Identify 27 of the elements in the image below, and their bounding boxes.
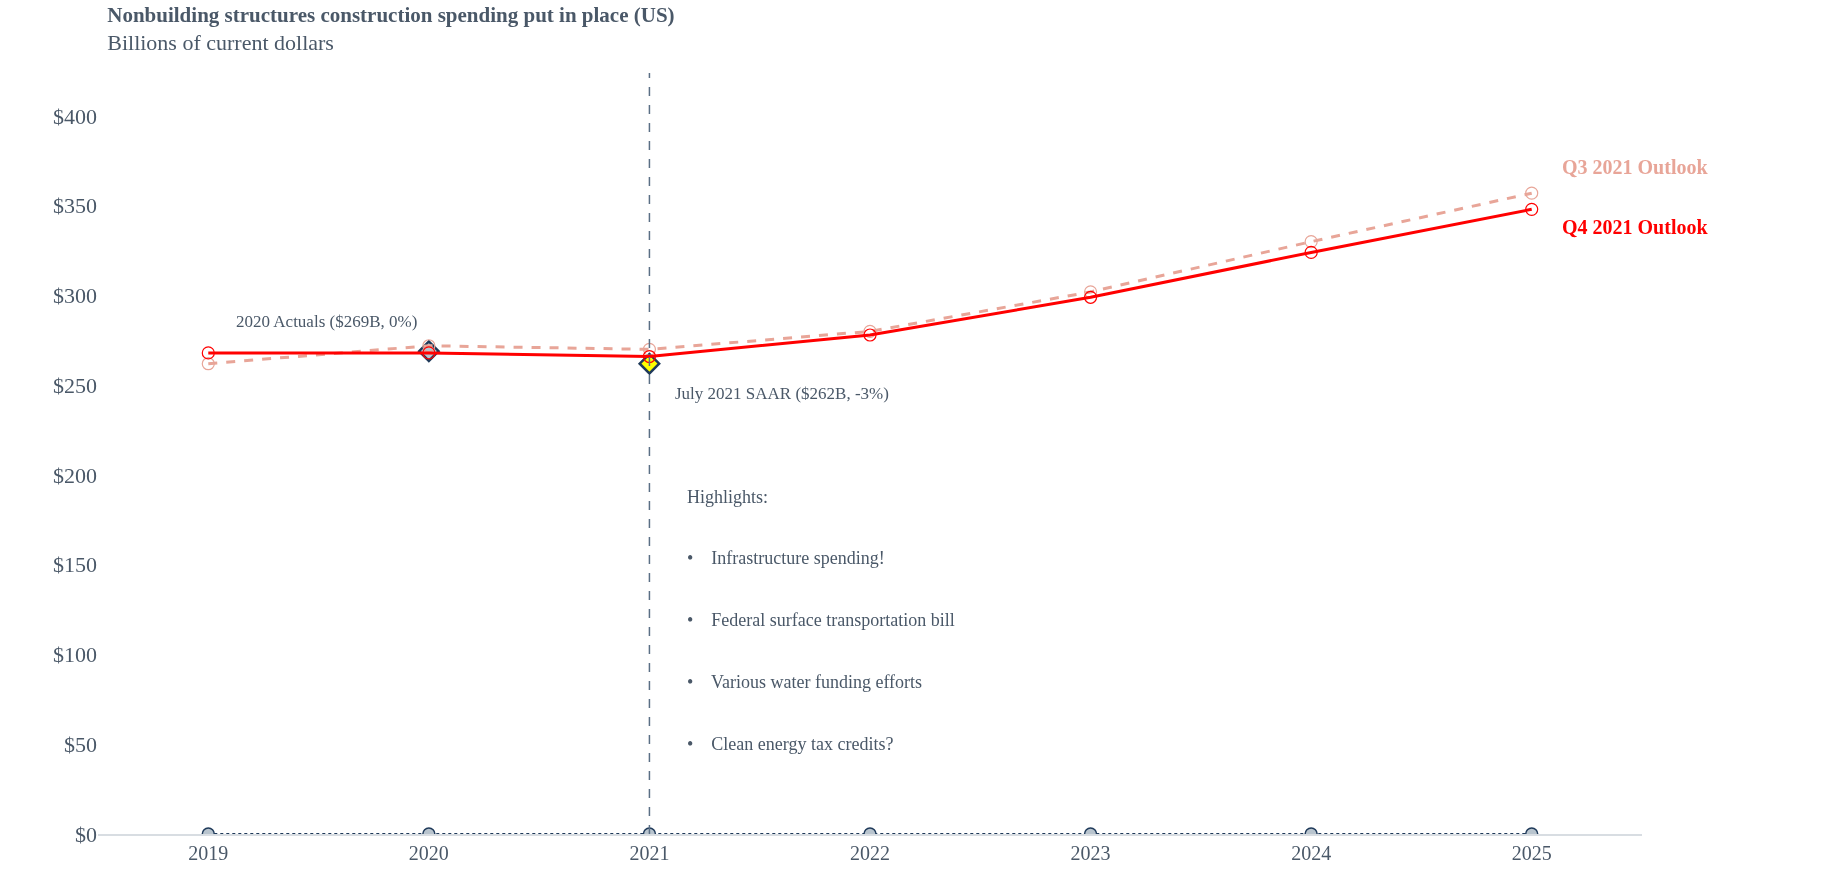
y-tick-label: $200 — [53, 462, 97, 488]
chart-title: Nonbuilding structures construction spending put in place (US) — [107, 3, 675, 28]
series-label: Q3 2021 Outlook — [1562, 156, 1709, 178]
x-tick-label: 2024 — [1291, 841, 1332, 864]
y-tick-label: $0 — [75, 821, 97, 847]
annotation: • Federal surface transportation bill — [687, 610, 955, 630]
x-tick-label: 2021 — [629, 841, 670, 864]
y-tick-label: $350 — [53, 193, 97, 219]
y-tick-label: $300 — [53, 283, 97, 309]
x-tick-label: 2020 — [408, 841, 449, 864]
y-tick-label: $250 — [53, 372, 97, 398]
annotation: July 2021 SAAR ($262B, -3%) — [675, 384, 889, 403]
x-tick-label: 2023 — [1070, 841, 1111, 864]
x-tick-label: 2025 — [1511, 841, 1552, 864]
x-tick-label: 2022 — [850, 841, 890, 864]
chart-subtitle: Billions of current dollars — [107, 29, 334, 55]
annotation: • Clean energy tax credits? — [687, 734, 894, 754]
series-label: Q4 2021 Outlook — [1562, 216, 1709, 238]
y-tick-label: $400 — [53, 103, 97, 129]
annotation: • Infrastructure spending! — [687, 548, 885, 568]
annotation: • Various water funding efforts — [687, 672, 923, 692]
annotation: Highlights: — [687, 487, 769, 507]
y-tick-label: $150 — [53, 552, 97, 578]
x-tick-label: 2019 — [188, 841, 229, 864]
y-tick-label: $50 — [64, 731, 97, 757]
y-tick-label: $100 — [53, 642, 97, 668]
annotation: 2020 Actuals ($269B, 0%) — [236, 312, 418, 331]
